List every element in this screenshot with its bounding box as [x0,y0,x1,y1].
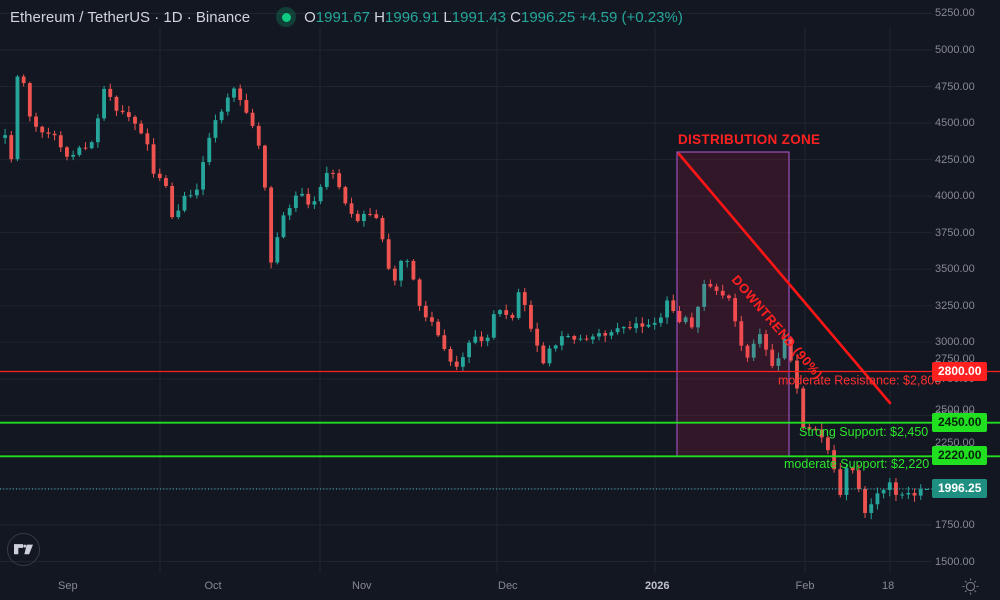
svg-text:moderate Resistance: $2,800: moderate Resistance: $2,800 [778,374,941,388]
svg-text:moderate Support: $2,220: moderate Support: $2,220 [784,457,929,471]
svg-text:DISTRIBUTION ZONE: DISTRIBUTION ZONE [678,132,820,147]
svg-text:Strong Support: $2,450: Strong Support: $2,450 [799,425,928,439]
